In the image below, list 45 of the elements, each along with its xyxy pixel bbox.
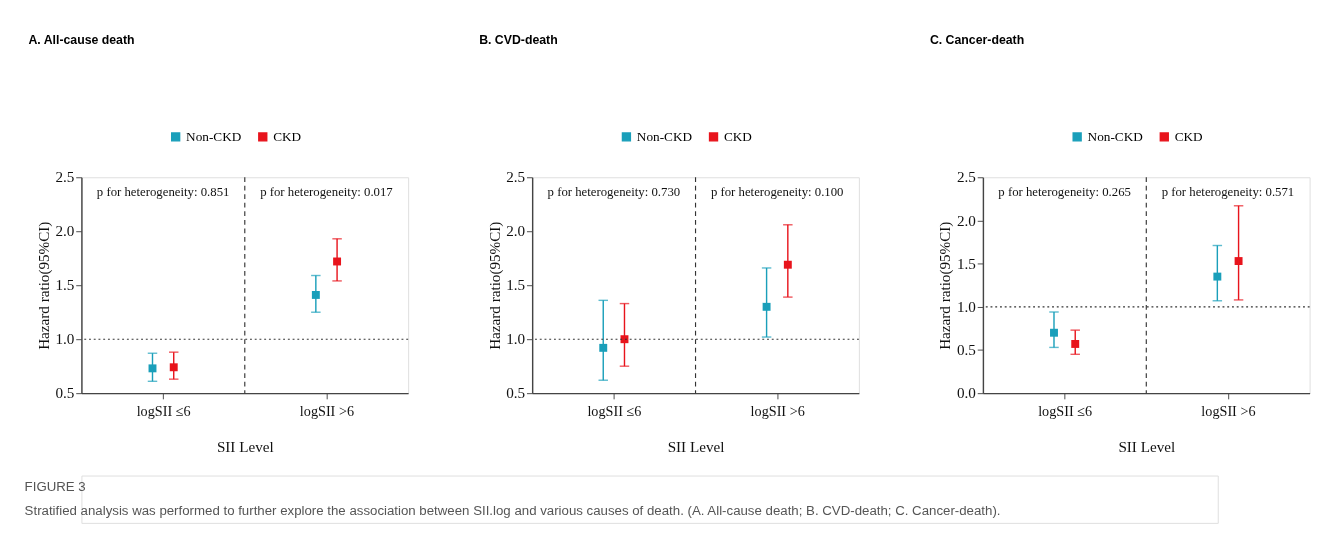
y-tick-label: 1.0 [55,330,75,348]
annotation: p for heterogeneity: 0.730 [547,185,681,200]
legend-label: CKD [723,128,753,144]
y-axis-title: Hazard ratio(95%CI) [34,221,53,350]
y-tick-label: 2.5 [956,168,976,186]
legend-label: CKD [1174,128,1204,144]
chart-title: A. All-cause death [28,32,135,47]
y-tick-label: 1.5 [956,254,976,272]
chart-title: B. CVD-death [479,32,558,47]
annotation: p for heterogeneity: 0.265 [998,185,1131,200]
annotation: p for heterogeneity: 0.017 [260,185,394,200]
y-tick-label: 2.0 [506,222,526,240]
x-tick-label: logSII >6 [1201,403,1256,420]
y-tick-label: 2.0 [55,222,75,240]
chart-title: C. Cancer-death [929,32,1025,47]
legend-label: Non-CKD [636,128,693,144]
y-tick-label: 0.5 [956,341,976,359]
y-tick-label: 2.5 [506,168,526,186]
y-tick-label: 1.5 [55,276,75,294]
x-tick-label: logSII >6 [750,403,805,420]
x-tick-label: logSII >6 [299,403,354,420]
legend-label: Non-CKD [1087,128,1144,144]
legend-label: Non-CKD [186,128,242,144]
y-axis-title: Hazard ratio(95%CI) [936,221,955,350]
y-tick-label: 0.5 [506,384,526,402]
x-tick-label: logSII ≤6 [1038,403,1093,420]
y-axis-title: Hazard ratio(95%CI) [485,221,504,350]
legend-label: CKD [273,128,302,144]
annotation: p for heterogeneity: 0.100 [710,185,844,200]
x-tick-label: logSII ≤6 [136,403,191,420]
y-tick-label: 1.5 [506,276,526,294]
annotation: p for heterogeneity: 0.851 [96,185,230,200]
y-tick-label: 0.0 [956,384,976,402]
y-tick-label: 2.0 [956,211,976,229]
text: Stratified analysis was performed to further explore the association between SII.log and various causes of death. (A. All-cause death; B. CVD-death; C. Cancer-death). [24,502,1001,518]
y-tick-label: 2.5 [55,168,75,186]
y-tick-label: 1.0 [506,330,526,348]
x-tick-label: logSII ≤6 [587,403,642,420]
x-axis-title: SII Level [216,438,274,456]
y-tick-label: 1.0 [956,298,976,316]
annotation: p for heterogeneity: 0.571 [1161,185,1295,200]
y-tick-label: 0.5 [55,384,75,402]
caption: FIGURE 3 [24,479,86,495]
x-axis-title: SII Level [1118,438,1176,456]
x-axis-title: SII Level [667,438,725,456]
